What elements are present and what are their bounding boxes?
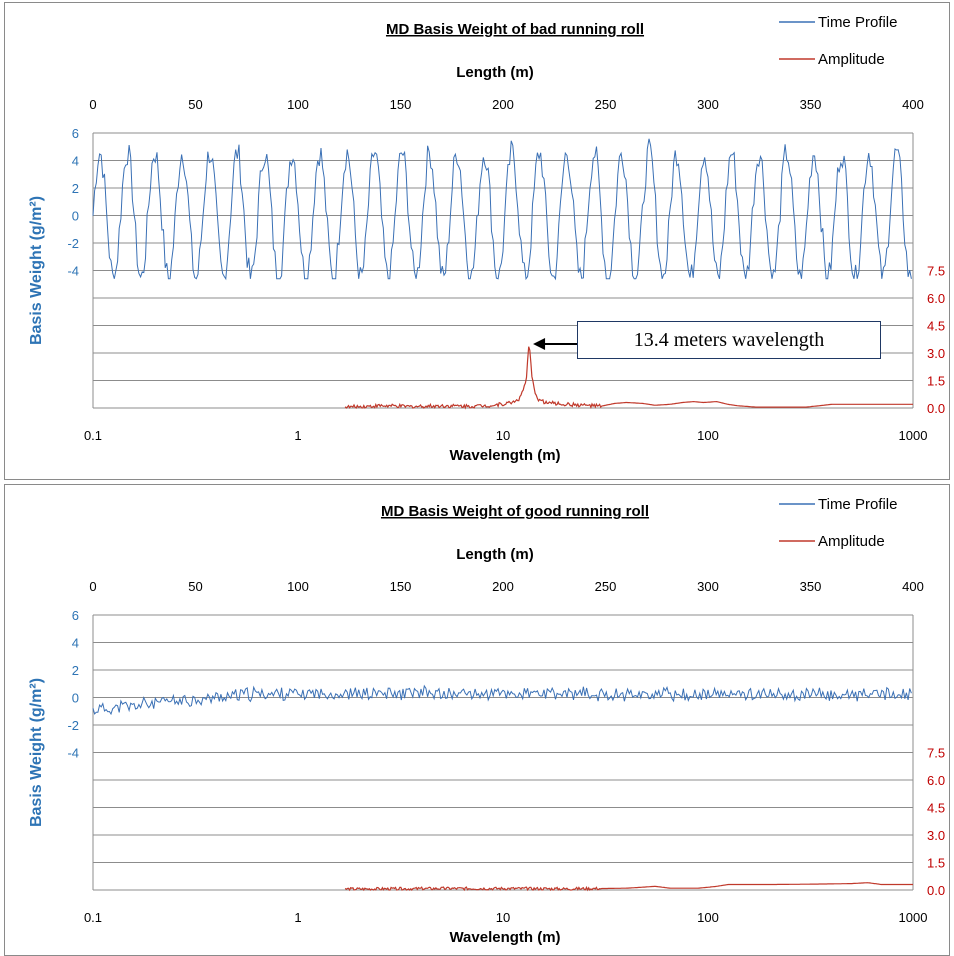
y-left-tick-label: 0 xyxy=(72,209,79,224)
y-right-tick-label: 3.0 xyxy=(927,346,945,361)
y-left-tick-label: 4 xyxy=(72,154,79,169)
y-right-tick-label: 0.0 xyxy=(927,401,945,416)
x-bottom-tick-label: 10 xyxy=(496,910,510,925)
x-top-tick-label: 200 xyxy=(492,579,514,594)
x-top-tick-label: 250 xyxy=(595,97,617,112)
x-bottom-tick-label: 100 xyxy=(697,428,719,443)
chart-title: MD Basis Weight of bad running roll xyxy=(386,21,644,38)
y-axis-label: Basis Weight (g/m²) xyxy=(28,678,45,827)
y-right-tick-label: 4.5 xyxy=(927,801,945,816)
x-top-tick-label: 200 xyxy=(492,97,514,112)
y-left-tick-label: -4 xyxy=(67,264,79,279)
chart-panel-bad-roll: MD Basis Weight of bad running roll Lengt… xyxy=(4,2,950,480)
x-bottom-tick-label: 10 xyxy=(496,428,510,443)
x-top-tick-label: 50 xyxy=(188,97,202,112)
y-left-tick-label: 6 xyxy=(72,126,79,141)
x-top-axis-label: Length (m) xyxy=(456,546,533,563)
legend-label-time-profile: Time Profile xyxy=(818,496,897,513)
x-bottom-tick-label: 0.1 xyxy=(84,428,102,443)
y-right-tick-label: 1.5 xyxy=(927,374,945,389)
x-bottom-tick-label: 1 xyxy=(294,910,301,925)
series-time-profile-line xyxy=(93,139,911,279)
y-left-tick-label: 2 xyxy=(72,181,79,196)
x-top-tick-label: 0 xyxy=(89,579,96,594)
y-left-tick-label: -2 xyxy=(67,718,79,733)
x-top-tick-label: 150 xyxy=(390,579,412,594)
y-axis-label: Basis Weight (g/m²) xyxy=(28,196,45,345)
x-bottom-tick-label: 100 xyxy=(697,910,719,925)
x-top-tick-label: 350 xyxy=(800,97,822,112)
x-top-tick-label: 250 xyxy=(595,579,617,594)
chart-panel-good-roll: MD Basis Weight of good running roll Leng… xyxy=(4,484,950,956)
y-left-tick-label: 0 xyxy=(72,691,79,706)
x-bottom-axis-label: Wavelength (m) xyxy=(449,929,560,946)
x-top-tick-label: 100 xyxy=(287,97,309,112)
y-right-tick-label: 4.5 xyxy=(927,319,945,334)
x-top-tick-label: 50 xyxy=(188,579,202,594)
y-left-tick-label: -2 xyxy=(67,236,79,251)
y-right-tick-label: 0.0 xyxy=(927,883,945,898)
y-right-tick-label: 3.0 xyxy=(927,828,945,843)
annotation-label: 13.4 meters wavelength xyxy=(577,321,881,359)
chart-svg-bad-roll: MD Basis Weight of bad running roll Lengt… xyxy=(5,3,949,479)
y-right-tick-label: 6.0 xyxy=(927,291,945,306)
series-time-profile-line xyxy=(93,686,911,714)
y-right-tick-label: 7.5 xyxy=(927,264,945,279)
x-top-tick-label: 400 xyxy=(902,579,924,594)
x-top-tick-label: 350 xyxy=(800,579,822,594)
y-left-tick-label: 2 xyxy=(72,663,79,678)
y-left-tick-label: -4 xyxy=(67,746,79,761)
chart-svg-good-roll: MD Basis Weight of good running roll Leng… xyxy=(5,485,949,955)
x-top-tick-label: 300 xyxy=(697,579,719,594)
chart-title: MD Basis Weight of good running roll xyxy=(381,503,649,520)
annotation-arrowhead xyxy=(533,338,545,350)
y-left-tick-label: 6 xyxy=(72,608,79,623)
y-left-tick-label: 4 xyxy=(72,636,79,651)
series-amplitude-line xyxy=(345,883,913,890)
y-right-tick-label: 7.5 xyxy=(927,746,945,761)
y-right-tick-label: 1.5 xyxy=(927,856,945,871)
legend-label-time-profile: Time Profile xyxy=(818,14,897,31)
x-bottom-tick-label: 1000 xyxy=(899,910,928,925)
x-bottom-axis-label: Wavelength (m) xyxy=(449,447,560,464)
x-top-tick-label: 100 xyxy=(287,579,309,594)
x-top-tick-label: 0 xyxy=(89,97,96,112)
x-top-tick-label: 400 xyxy=(902,97,924,112)
y-right-tick-label: 6.0 xyxy=(927,773,945,788)
x-top-axis-label: Length (m) xyxy=(456,64,533,81)
legend-label-amplitude: Amplitude xyxy=(818,533,885,550)
x-bottom-tick-label: 1000 xyxy=(899,428,928,443)
x-top-tick-label: 150 xyxy=(390,97,412,112)
x-top-tick-label: 300 xyxy=(697,97,719,112)
x-bottom-tick-label: 1 xyxy=(294,428,301,443)
x-bottom-tick-label: 0.1 xyxy=(84,910,102,925)
legend-label-amplitude: Amplitude xyxy=(818,51,885,68)
